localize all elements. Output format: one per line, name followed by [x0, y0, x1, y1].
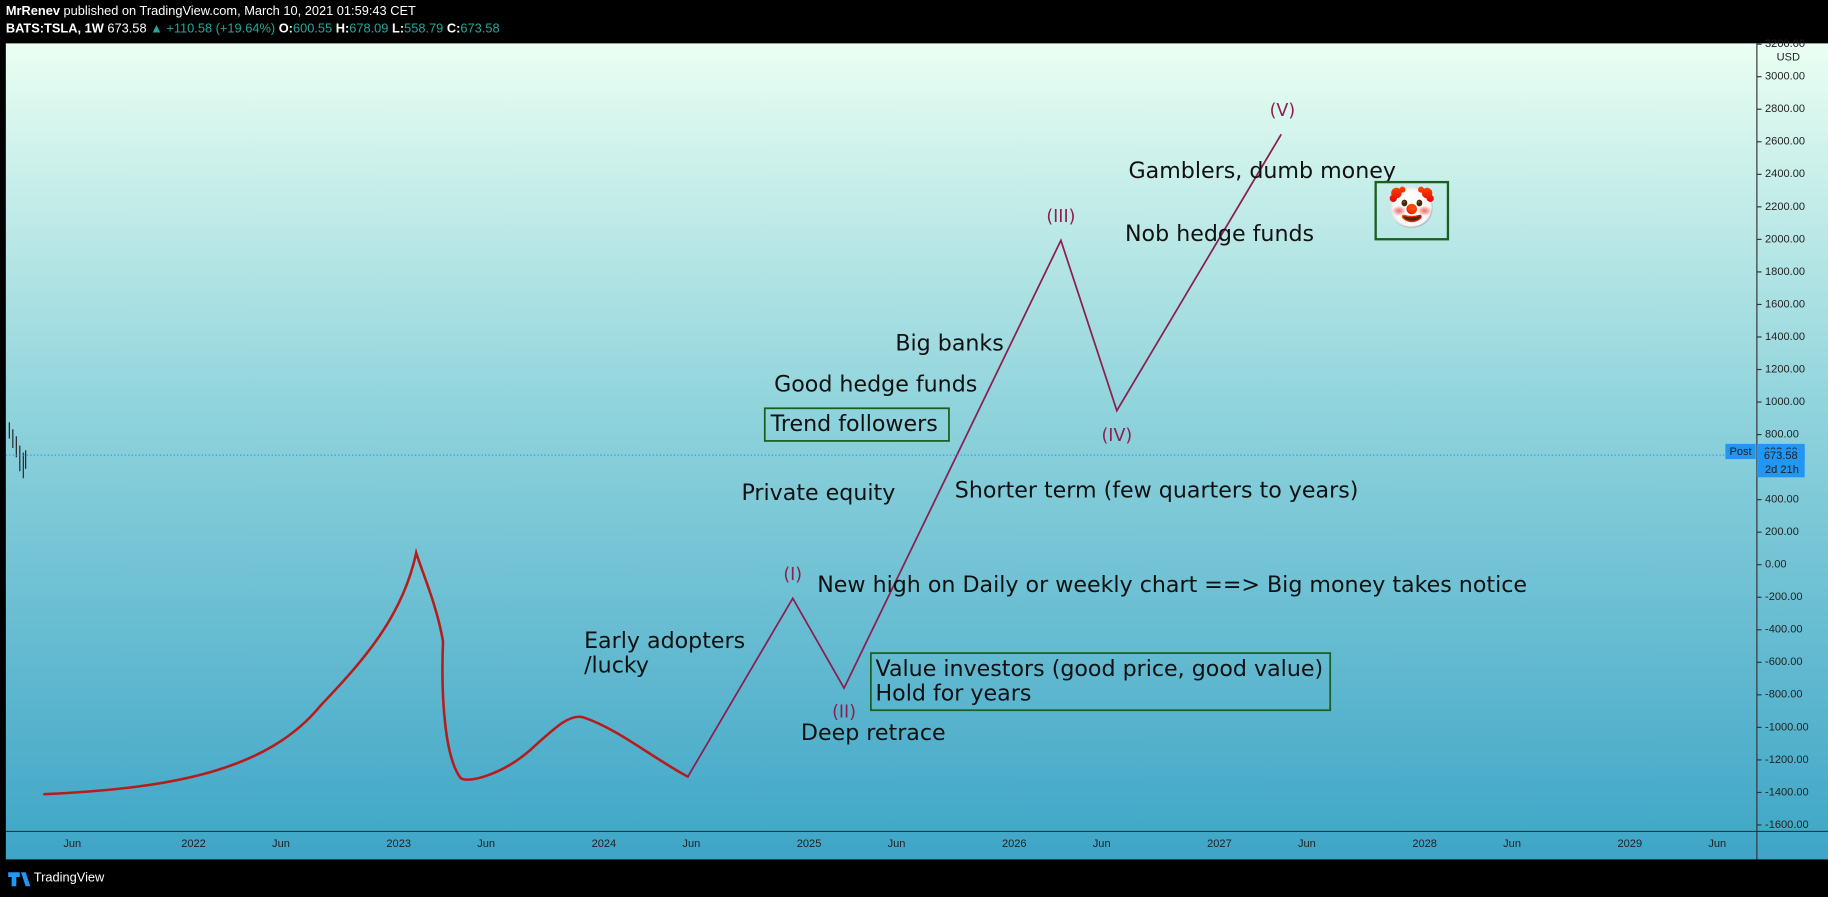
x-tick-label: Jun — [1708, 838, 1726, 850]
x-tick-label: Jun — [63, 838, 81, 850]
x-tick-label: Jun — [682, 838, 700, 850]
x-tick-label: Jun — [888, 838, 906, 850]
y-tick-label: 1600.00 — [1765, 298, 1805, 310]
footer — [0, 859, 1828, 897]
y-tick-label: 1400.00 — [1765, 331, 1805, 343]
x-tick-label: Jun — [272, 838, 290, 850]
brand: TradingView — [34, 869, 105, 884]
x-tick-label: 2028 — [1412, 838, 1437, 850]
published: published on TradingView.com, March 10, … — [64, 3, 416, 18]
logo — [8, 872, 31, 887]
y-tick-label: -600.00 — [1765, 656, 1803, 668]
y-tick-label: -200.00 — [1765, 591, 1803, 603]
y-tick-label: -400.00 — [1765, 624, 1803, 636]
annotation: Shorter term (few quarters to years) — [955, 478, 1359, 504]
y-tick-label: -1600.00 — [1765, 819, 1809, 831]
x-tick-label: Jun — [1298, 838, 1316, 850]
last-price-bg — [1756, 449, 1805, 478]
y-tick-label: -1400.00 — [1765, 786, 1809, 798]
y-tick-label: 2800.00 — [1765, 103, 1805, 115]
y-tick-label: 2000.00 — [1765, 233, 1805, 245]
annotation-box — [869, 652, 1332, 712]
annotation: Gamblers, dumb money — [1129, 158, 1396, 184]
symbol: BATS:TSLA, 1W — [6, 21, 105, 36]
x-tick-label: 2029 — [1617, 838, 1642, 850]
ohlc-value: 678.09 — [349, 21, 388, 36]
wave-label: (V) — [1270, 101, 1296, 121]
wave-label: (I) — [783, 565, 802, 585]
y-tick-label: 400.00 — [1765, 494, 1799, 506]
y-tick-label: 3200.00 — [1765, 38, 1805, 50]
y-tick-label: 2200.00 — [1765, 201, 1805, 213]
ohlc-label: O: — [279, 21, 293, 36]
annotation: Nob hedge funds — [1125, 221, 1314, 247]
price: 673.58 — [107, 21, 146, 36]
annotation: Big banks — [895, 331, 1003, 357]
last-price: 673.58 — [1764, 450, 1798, 462]
x-tick-label: 2024 — [592, 838, 617, 850]
y-tick-label: 2600.00 — [1765, 136, 1805, 148]
candles — [8, 422, 27, 479]
emoji: 🤡 — [1387, 186, 1436, 231]
emoji-box — [1374, 180, 1450, 241]
ohlc-label: C: — [447, 21, 461, 36]
countdown: 2d 21h — [1765, 464, 1799, 476]
ohlc-value: 673.58 — [460, 21, 499, 36]
freehand-curve — [43, 547, 690, 796]
x-tick-label: 2025 — [797, 838, 822, 850]
chart-background — [5, 43, 1828, 860]
author: MrRenev published on TradingView.com, Ma… — [6, 3, 416, 18]
annotation: Deep retrace — [801, 720, 946, 746]
annotation: Hold for years — [876, 680, 1032, 706]
x-tick-label: Jun — [1503, 838, 1521, 850]
y-tick-label: 3000.00 — [1765, 71, 1805, 83]
wave-line — [687, 133, 1282, 778]
y-tick-label: -1000.00 — [1765, 721, 1809, 733]
post-tag: Post — [1729, 446, 1751, 458]
y-tick-label: 2400.00 — [1765, 168, 1805, 180]
wave-label: (II) — [832, 703, 856, 723]
x-tick-label: Jun — [1093, 838, 1111, 850]
x-tick-label: 2027 — [1207, 838, 1232, 850]
annotation-box — [763, 407, 950, 442]
annotation: Private equity — [741, 480, 895, 506]
y-tick-label: 800.00 — [1765, 429, 1799, 441]
change: ▲ +110.58 (+19.64%) — [150, 21, 275, 36]
ohlc-label: L: — [392, 21, 404, 36]
y-tick-label: 0.00 — [1765, 559, 1787, 571]
x-tick-label: Jun — [477, 838, 495, 850]
ohlc-label: H: — [336, 21, 350, 36]
y-tick-label: -1200.00 — [1765, 754, 1809, 766]
annotation: Trend followers — [770, 411, 938, 437]
ohlc-value: 600.55 — [293, 21, 332, 36]
annotation: New high on Daily or weekly chart ==> Bi… — [817, 572, 1527, 598]
ohlc-value: 558.79 — [404, 21, 443, 36]
y-tick-label: -800.00 — [1765, 689, 1803, 701]
x-tick-label: 2023 — [386, 838, 411, 850]
x-tick-label: 2022 — [181, 838, 206, 850]
wave-label: (IV) — [1101, 426, 1132, 446]
y-tick-label: 1000.00 — [1765, 396, 1805, 408]
currency: USD — [1777, 51, 1800, 63]
y-tick-label: 1200.00 — [1765, 363, 1805, 375]
annotation: Early adopters — [584, 628, 745, 654]
wave-label: (III) — [1046, 207, 1075, 227]
annotation: Value investors (good price, good value) — [876, 656, 1324, 682]
author-name: MrRenev — [6, 3, 61, 18]
x-tick-label: 2026 — [1002, 838, 1027, 850]
annotation: /lucky — [584, 652, 649, 678]
y-tick-label: 200.00 — [1765, 526, 1799, 538]
y-tick-label: 1800.00 — [1765, 266, 1805, 278]
post-tag-bg — [1725, 443, 1756, 460]
annotation: Good hedge funds — [774, 371, 977, 397]
symbol-line: BATS:TSLA, 1W 673.58 ▲ +110.58 (+19.64%)… — [6, 21, 500, 36]
